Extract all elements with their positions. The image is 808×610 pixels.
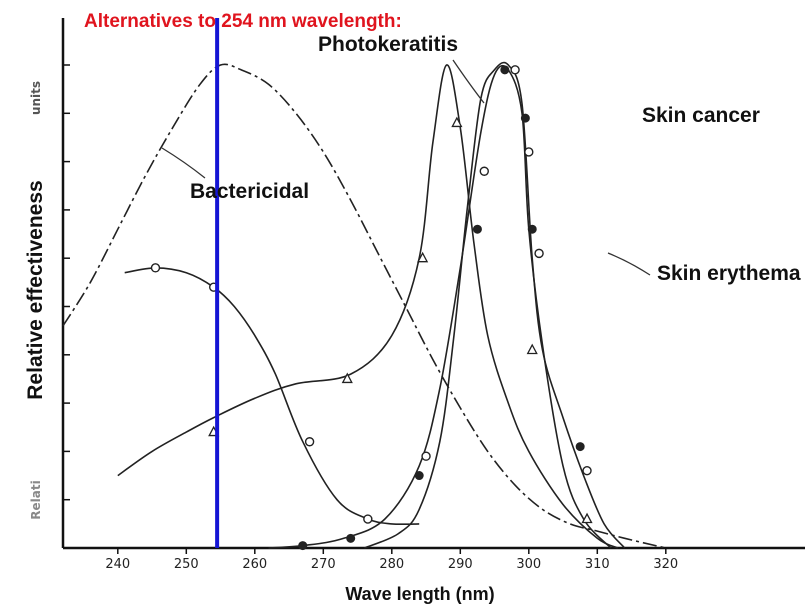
photokeratitis-pointer [452,59,485,104]
point-skin-cancer-5 [520,113,530,123]
y-axis-label: Relative effectiveness [24,180,47,399]
annotation-photokeratitis: Photokeratitis [318,33,458,56]
x-tick-label-310: 310 [585,557,610,572]
x-tick-label-290: 290 [448,557,473,572]
point-photokeratitis-4 [526,343,538,355]
x-tick-label-280: 280 [379,557,404,572]
annotation-skin-cancer: Skin cancer [642,104,760,127]
point-skin-cancer-7 [575,442,585,452]
skin-erythema-pointer [607,252,651,276]
point-skin-erythema-3 [524,147,534,157]
point-open-circle-3 [363,514,373,524]
point-photokeratitis-5 [581,512,593,524]
x-tick-label-250: 250 [174,557,199,572]
chart-title: Alternatives to 254 nm wavelength: [84,11,402,32]
bactericidal-pointer [161,147,206,179]
point-skin-cancer-4 [500,65,510,75]
x-axis-label: Wave length (nm) [345,584,494,604]
point-skin-cancer-6 [527,224,537,234]
point-photokeratitis-1 [341,372,353,384]
annotation-skin-erythema: Skin erythema [657,262,801,285]
y-ticks [63,64,70,501]
x-tick-label-320: 320 [653,557,678,572]
annotation-bactericidal: Bactericidal [190,180,309,203]
x-tick-label-270: 270 [311,557,336,572]
x-ticks: 240 250 260 270 280 290 300 310 320 [105,548,678,572]
point-skin-cancer-2 [414,471,424,481]
point-skin-erythema-4 [534,248,544,259]
point-skin-cancer-0 [298,541,308,551]
y-axis-label-faded: Relati [29,480,43,519]
point-skin-erythema-5 [582,466,592,476]
point-open-circle-2 [304,437,315,447]
x-tick-label-300: 300 [516,557,541,572]
series-line-skin-erythema [364,61,626,549]
point-skin-erythema-2 [510,65,520,75]
point-skin-erythema-1 [479,166,489,176]
point-skin-erythema-0 [421,451,431,461]
marker-layer [150,65,593,551]
y-axis-units: units [29,81,43,115]
x-tick-label-260: 260 [242,557,267,572]
series-layer [62,61,666,549]
x-tick-label-240: 240 [105,557,130,572]
point-skin-cancer-3 [472,224,482,234]
series-line-bactericidal [62,63,666,549]
point-photokeratitis-3 [451,116,463,128]
point-photokeratitis-2 [417,251,429,263]
series-line-skin-cancer [268,64,612,549]
series-line-open-circle [124,267,420,526]
series-line-photokeratitis [117,64,619,549]
point-open-circle-0 [150,263,161,273]
point-skin-cancer-1 [346,533,356,543]
